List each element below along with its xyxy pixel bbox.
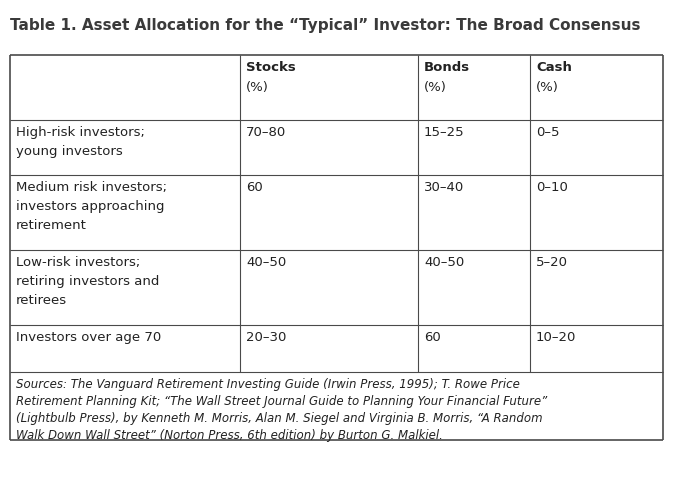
Text: Table 1. Asset Allocation for the “Typical” Investor: The Broad Consensus: Table 1. Asset Allocation for the “Typic… <box>10 18 641 33</box>
Text: Low-risk investors;: Low-risk investors; <box>16 256 140 269</box>
Text: (%): (%) <box>536 81 559 94</box>
Text: (%): (%) <box>424 81 447 94</box>
Text: 40–50: 40–50 <box>246 256 286 269</box>
Text: retirement: retirement <box>16 219 87 232</box>
Text: (Lightbulb Press), by Kenneth M. Morris, Alan M. Siegel and Virginia B. Morris, : (Lightbulb Press), by Kenneth M. Morris,… <box>16 412 542 425</box>
Text: 30–40: 30–40 <box>424 181 464 194</box>
Text: 10–20: 10–20 <box>536 331 576 344</box>
Text: retirees: retirees <box>16 294 67 307</box>
Text: Walk Down Wall Street” (Norton Press, 6th edition) by Burton G. Malkiel.: Walk Down Wall Street” (Norton Press, 6t… <box>16 429 443 442</box>
Text: 15–25: 15–25 <box>424 126 464 139</box>
Text: 0–5: 0–5 <box>536 126 559 139</box>
Text: Sources: The Vanguard Retirement Investing Guide (Irwin Press, 1995); T. Rowe Pr: Sources: The Vanguard Retirement Investi… <box>16 378 520 391</box>
Text: Stocks: Stocks <box>246 61 295 74</box>
Text: Bonds: Bonds <box>424 61 470 74</box>
Text: High-risk investors;: High-risk investors; <box>16 126 145 139</box>
Text: 5–20: 5–20 <box>536 256 568 269</box>
Text: 40–50: 40–50 <box>424 256 464 269</box>
Text: Investors over age 70: Investors over age 70 <box>16 331 162 344</box>
Text: 70–80: 70–80 <box>246 126 286 139</box>
Text: Medium risk investors;: Medium risk investors; <box>16 181 167 194</box>
Text: young investors: young investors <box>16 145 122 158</box>
Text: 0–10: 0–10 <box>536 181 568 194</box>
Text: 20–30: 20–30 <box>246 331 287 344</box>
Text: Retirement Planning Kit; “The Wall Street Journal Guide to Planning Your Financi: Retirement Planning Kit; “The Wall Stree… <box>16 395 547 408</box>
Text: investors approaching: investors approaching <box>16 200 164 213</box>
Text: 60: 60 <box>424 331 441 344</box>
Text: retiring investors and: retiring investors and <box>16 275 160 288</box>
Text: 60: 60 <box>246 181 262 194</box>
Text: Cash: Cash <box>536 61 572 74</box>
Text: (%): (%) <box>246 81 269 94</box>
